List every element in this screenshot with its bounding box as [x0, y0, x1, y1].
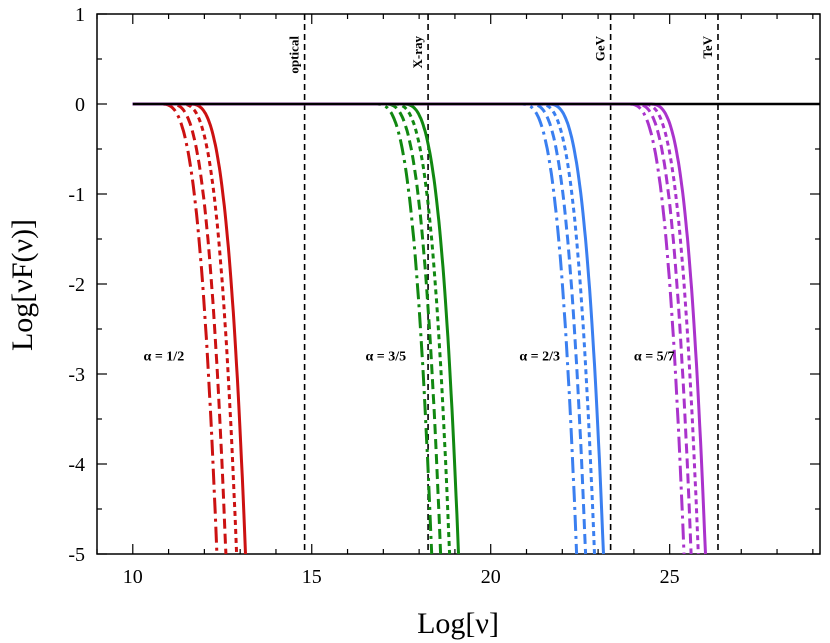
series-group — [132, 102, 707, 555]
x-tick-label: 25 — [660, 566, 680, 588]
series-line-3-2 — [132, 102, 596, 555]
annotations: α = 1/2 α = 3/5 α = 2/3 α = 5/7 — [144, 350, 675, 365]
group-label-2: α = 3/5 — [365, 350, 406, 365]
group-label-4: α = 5/7 — [634, 350, 675, 365]
series-line-1-3 — [132, 102, 228, 555]
series-line-4-3 — [132, 102, 693, 555]
series-line-2-3 — [132, 102, 443, 555]
reference-label-x-ray: X-ray — [410, 36, 425, 69]
y-tick-label: -2 — [68, 274, 85, 296]
series-line-2-4 — [132, 102, 434, 555]
plot-frame — [96, 13, 821, 555]
x-tick-label: 20 — [481, 566, 501, 588]
y-tick-label: -1 — [68, 184, 85, 206]
y-tick-label: -3 — [68, 364, 85, 386]
reference-label-optical: optical — [287, 36, 302, 74]
series-line-3-1 — [132, 102, 605, 555]
x-ticks: 10 15 20 25 — [96, 14, 814, 588]
series-line-3-4 — [132, 102, 579, 555]
group-label-1: α = 1/2 — [144, 350, 185, 365]
series-line-3-3 — [132, 102, 588, 555]
y-ticks: 1 0 -1 -2 -3 -4 -5 — [68, 4, 820, 566]
x-axis-title: Log[ν] — [417, 607, 499, 640]
y-tick-label: -4 — [68, 454, 85, 476]
series-line-2-2 — [132, 102, 452, 555]
series-line-1-4 — [132, 102, 219, 555]
y-tick-label: -5 — [68, 544, 85, 566]
y-tick-label: 1 — [75, 4, 85, 26]
reference-lines: optical X-ray GeV TeV — [287, 14, 719, 554]
reference-label-gev: GeV — [593, 35, 608, 61]
x-tick-label: 15 — [302, 566, 322, 588]
y-axis-title: Log[νF(ν)] — [6, 219, 39, 351]
reference-label-tev: TeV — [700, 35, 715, 58]
series-line-1-1 — [132, 102, 247, 555]
series-line-2-1 — [132, 102, 460, 555]
group-label-3: α = 2/3 — [519, 350, 560, 365]
y-tick-label: 0 — [75, 94, 85, 116]
x-tick-label: 10 — [123, 566, 143, 588]
